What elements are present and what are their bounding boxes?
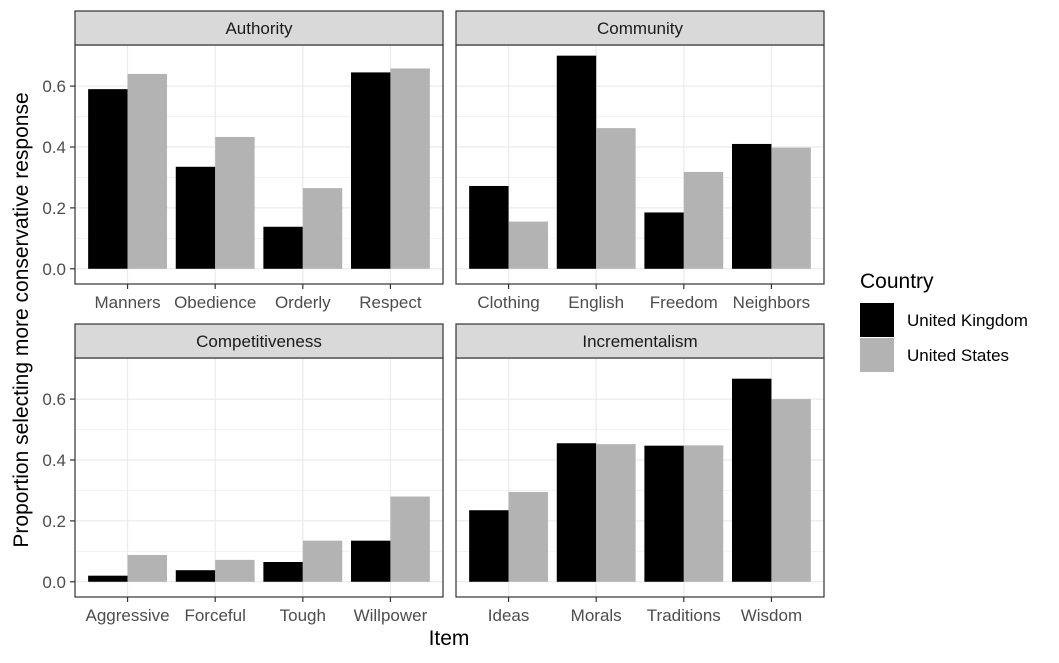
legend-label: United Kingdom bbox=[907, 311, 1028, 330]
bar-united-kingdom-willpower bbox=[351, 540, 391, 582]
bar-united-kingdom-clothing bbox=[469, 185, 509, 269]
bar-united-states-ideas bbox=[508, 491, 548, 582]
facet-panel-authority: Authority Manners Obedience Orderly Respect 0… bbox=[42, 10, 444, 312]
bar-united-states-morals bbox=[596, 444, 636, 582]
y-tick-label: 0.6 bbox=[42, 390, 66, 409]
legend-key-united-states bbox=[860, 338, 894, 372]
bar-united-states-respect bbox=[390, 68, 430, 269]
x-tick-label: Willpower bbox=[354, 606, 428, 625]
facet-panel-community: Community Clothing English Freedom Neighbors bbox=[455, 10, 825, 312]
y-tick-label: 0.4 bbox=[42, 138, 66, 157]
x-tick-label: Respect bbox=[359, 293, 422, 312]
legend-title: Country bbox=[860, 270, 934, 293]
x-tick-label: Freedom bbox=[650, 293, 718, 312]
x-tick-label: Orderly bbox=[275, 293, 331, 312]
facet-strip bbox=[455, 10, 825, 46]
legend-label: United States bbox=[907, 346, 1009, 365]
facet-strip bbox=[74, 10, 444, 46]
bar-united-kingdom-obedience bbox=[175, 166, 216, 269]
bar-united-kingdom-morals bbox=[556, 443, 597, 582]
bar-united-states-forceful bbox=[215, 559, 255, 582]
x-tick-label: Aggressive bbox=[86, 606, 170, 625]
legend: Country United Kingdom United States bbox=[860, 270, 1028, 372]
y-tick-label: 0.4 bbox=[42, 451, 66, 470]
bar-united-states-freedom bbox=[683, 171, 724, 269]
y-tick-label: 0.2 bbox=[42, 512, 66, 531]
facet-title: Competitiveness bbox=[196, 332, 322, 351]
bar-united-states-obedience bbox=[215, 136, 255, 269]
bar-united-states-english bbox=[596, 128, 636, 269]
x-tick-label: Tough bbox=[280, 606, 326, 625]
bar-united-kingdom-english bbox=[556, 55, 597, 269]
bar-united-states-traditions bbox=[683, 445, 724, 582]
x-tick-label: Traditions bbox=[647, 606, 721, 625]
y-tick-label: 0.0 bbox=[42, 260, 66, 279]
x-tick-label: Neighbors bbox=[733, 293, 811, 312]
x-tick-label: Manners bbox=[95, 293, 161, 312]
bar-united-kingdom-neighbors bbox=[732, 143, 772, 269]
legend-key-united-kingdom bbox=[860, 303, 894, 337]
x-tick-label: English bbox=[568, 293, 624, 312]
y-axis-title: Proportion selecting more conservative r… bbox=[10, 92, 33, 547]
bar-united-kingdom-ideas bbox=[469, 510, 509, 582]
bar-united-kingdom-wisdom bbox=[732, 378, 772, 582]
bar-united-states-aggressive bbox=[127, 554, 167, 582]
x-tick-label: Obedience bbox=[174, 293, 256, 312]
facet-title: Community bbox=[597, 19, 683, 38]
bar-united-kingdom-traditions bbox=[644, 445, 684, 582]
bar-united-kingdom-tough bbox=[263, 561, 303, 582]
facet-strip bbox=[455, 323, 825, 359]
y-tick-label: 0.2 bbox=[42, 199, 66, 218]
bar-united-states-clothing bbox=[508, 221, 548, 269]
bar-united-kingdom-manners bbox=[88, 89, 128, 269]
bar-united-states-tough bbox=[302, 540, 343, 582]
bar-united-kingdom-freedom bbox=[644, 212, 684, 269]
x-tick-label: Ideas bbox=[488, 606, 530, 625]
bar-united-kingdom-orderly bbox=[263, 226, 303, 269]
x-tick-label: Wisdom bbox=[741, 606, 802, 625]
bar-united-states-orderly bbox=[302, 188, 343, 269]
facet-title: Authority bbox=[225, 19, 293, 38]
x-tick-label: Forceful bbox=[184, 606, 245, 625]
y-tick-label: 0.0 bbox=[42, 573, 66, 592]
facet-panel-competitiveness: Competitiveness Aggressive Forceful Tough Wi… bbox=[42, 323, 444, 625]
x-tick-label: Morals bbox=[571, 606, 622, 625]
bar-united-states-wisdom bbox=[771, 399, 811, 582]
x-tick-label: Clothing bbox=[477, 293, 539, 312]
bar-united-states-willpower bbox=[390, 496, 430, 582]
bar-united-kingdom-forceful bbox=[175, 570, 216, 582]
y-tick-label: 0.6 bbox=[42, 77, 66, 96]
facet-title: Incrementalism bbox=[582, 332, 697, 351]
facet-panel-incrementalism: Incrementalism Ideas Morals Traditions Wisdo… bbox=[455, 323, 825, 625]
bar-united-states-manners bbox=[127, 73, 167, 269]
bar-united-kingdom-respect bbox=[351, 72, 391, 269]
bar-united-states-neighbors bbox=[771, 147, 811, 269]
bar-united-kingdom-aggressive bbox=[88, 575, 128, 582]
x-axis-title: Item bbox=[429, 627, 470, 650]
facet-strip bbox=[74, 323, 444, 359]
